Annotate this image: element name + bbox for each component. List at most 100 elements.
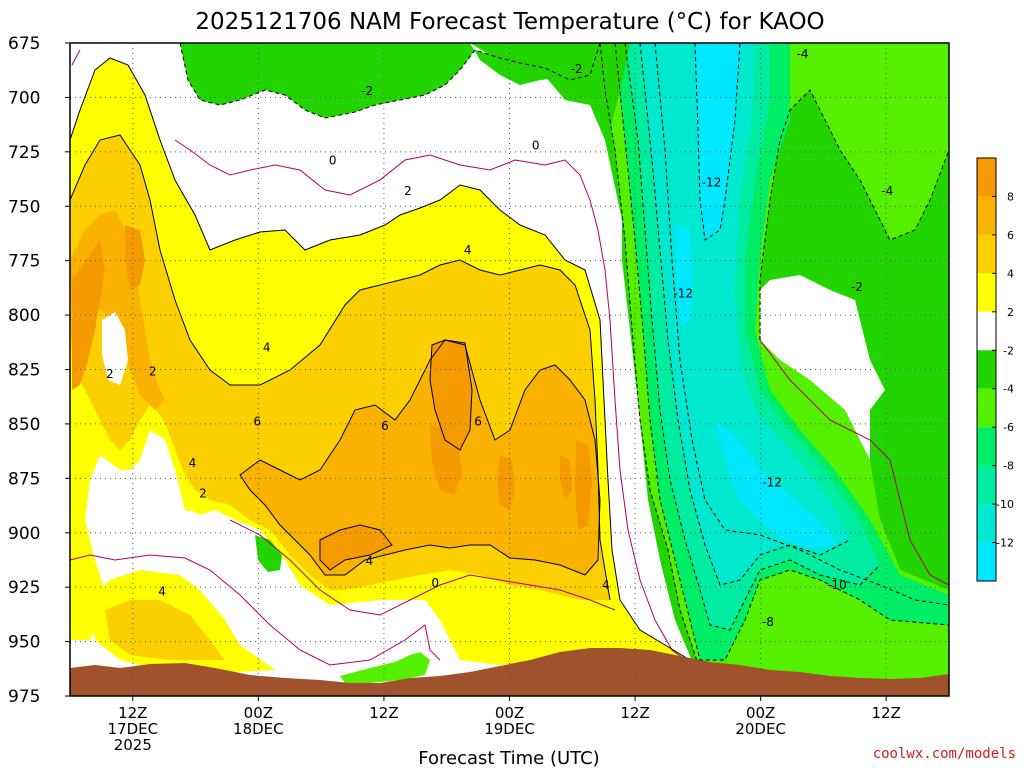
contour-minus-2-east [759, 89, 949, 340]
contour-plus-2 [70, 57, 691, 661]
contour-plus-4 [70, 134, 611, 601]
contour-zero-bottom [70, 554, 441, 666]
y-tick-label: 700 [8, 88, 40, 108]
y-tick-label: 975 [8, 687, 40, 707]
contour-label: -4 [881, 184, 893, 198]
contour-labels: -2 -2 0 0 2 4 4 2 2 6 6 6 4 2 4 4 0 4 -12 -12 -12 -10 -8 -4 -4 -2 [106, 47, 893, 629]
white-pocket [102, 312, 300, 640]
contour-label: -8 [762, 615, 774, 629]
colorbar-label: -10 [996, 498, 1014, 511]
contour-label: 4 [365, 554, 373, 568]
x-tick-label: 00Z [495, 704, 524, 722]
contour-label: 4 [602, 578, 610, 592]
colorbar-label: 2 [1007, 306, 1014, 319]
y-tick-label: 675 [8, 34, 40, 54]
contour-label: -10 [827, 578, 847, 592]
colorbar-swatch [977, 350, 996, 389]
colorbar-swatch [977, 234, 996, 274]
y-tick-label: 825 [8, 361, 40, 381]
colorbar-label: 8 [1007, 190, 1014, 203]
contour-minus-8 [639, 43, 851, 586]
contour-label: 2 [149, 365, 157, 379]
contour-plus-6 [239, 339, 601, 576]
x-tick-label: 00Z [244, 704, 273, 722]
contour-label: -12 [762, 476, 782, 490]
y-tick-label: 875 [8, 469, 40, 489]
contour-label: 6 [253, 415, 261, 429]
x-tick-label: 12Z [118, 704, 147, 722]
green-pocket-small [255, 535, 282, 572]
contour-minus-2 [179, 43, 601, 119]
x-tick-label: 18DEC [233, 720, 284, 738]
y-tick-label: 725 [8, 143, 40, 163]
x-tick-label: 00Z [746, 704, 775, 722]
colorbar-label: -8 [1003, 460, 1014, 473]
y-tick-label: 750 [8, 197, 40, 217]
contour-label: 0 [329, 154, 337, 168]
y-tick-label: 800 [8, 306, 40, 326]
contour-zero-right [759, 339, 949, 586]
colorbar-swatch [977, 388, 996, 428]
colorbar-swatch [977, 504, 996, 543]
colorbar-swatch [977, 465, 996, 505]
colorbar-swatch [977, 273, 996, 312]
contour-label: -12 [673, 286, 693, 300]
colorbar-label: -4 [1003, 383, 1014, 396]
colorbar-frame [976, 157, 997, 582]
contour-label: 0 [532, 138, 540, 152]
contour-label: 6 [381, 419, 389, 433]
contour-label: 2 [106, 367, 114, 381]
green-pocket-ground [340, 652, 430, 683]
colorbar-swatch [977, 311, 996, 351]
colorbar-swatch [977, 542, 996, 581]
contour-label: -12 [702, 175, 722, 189]
region-cold-minus-10 [640, 43, 850, 585]
contour-minus-12 [694, 43, 741, 241]
y-tick-label: 900 [8, 524, 40, 544]
contour-zero [71, 49, 701, 671]
colorbar: 8 6 4 2 -2 -4 -6 -8 -10 -12 [976, 157, 1014, 582]
colorbar-label: 4 [1007, 267, 1014, 280]
y-tick-label: 950 [8, 633, 40, 653]
y-tick-label: 850 [8, 415, 40, 435]
colorbar-swatch [977, 196, 996, 235]
contour-label: -2 [851, 280, 863, 294]
x-axis-label: Forecast Time (UTC) [418, 748, 599, 768]
contour-minus-6 [624, 43, 881, 631]
contour-label: 4 [464, 243, 472, 257]
colorbar-swatch [977, 158, 996, 197]
contour-label: 2 [404, 184, 412, 198]
x-tick-label: 12Z [620, 704, 649, 722]
contour-label: 0 [431, 576, 439, 590]
x-tick-label: 12Z [369, 704, 398, 722]
contour-plus-8 [319, 339, 473, 571]
credit-text: coolwx.com/models [873, 746, 1016, 762]
contour-lines [70, 43, 949, 691]
contour-label: 4 [263, 341, 271, 355]
x-tick-label: 2025 [114, 736, 152, 754]
contour-zero-lower [229, 519, 616, 616]
plot-area: -2 -2 0 0 2 4 4 2 2 6 6 6 4 2 4 4 0 4 -12 -12 -12 -10 -8 -4 -4 -2 [70, 43, 949, 696]
contour-label: 4 [158, 585, 166, 599]
contour-label: 4 [189, 456, 197, 470]
chart-title: 2025121706 NAM Forecast Temperature (°C)… [195, 9, 824, 35]
colorbar-label: 6 [1007, 229, 1014, 242]
contour-minus-10 [654, 43, 949, 606]
x-tick-label: 19DEC [484, 720, 535, 738]
contour-label: -2 [570, 62, 582, 76]
x-tick-label: 17DEC [107, 720, 158, 738]
colorbar-label: -12 [996, 537, 1014, 550]
region-warm-4-bottom [105, 600, 225, 660]
region-cold-minus-12 [675, 43, 835, 548]
colorbar-label: -6 [1003, 421, 1014, 434]
contour-label: -4 [797, 47, 809, 61]
colorbar-label: -2 [1003, 344, 1014, 357]
x-tick-label: 20DEC [735, 720, 786, 738]
y-tick-label: 775 [8, 252, 40, 272]
contour-label: -2 [361, 84, 373, 98]
region-top-cold-cap [180, 43, 949, 130]
contour-label: 2 [199, 487, 207, 501]
terrain [70, 648, 949, 696]
